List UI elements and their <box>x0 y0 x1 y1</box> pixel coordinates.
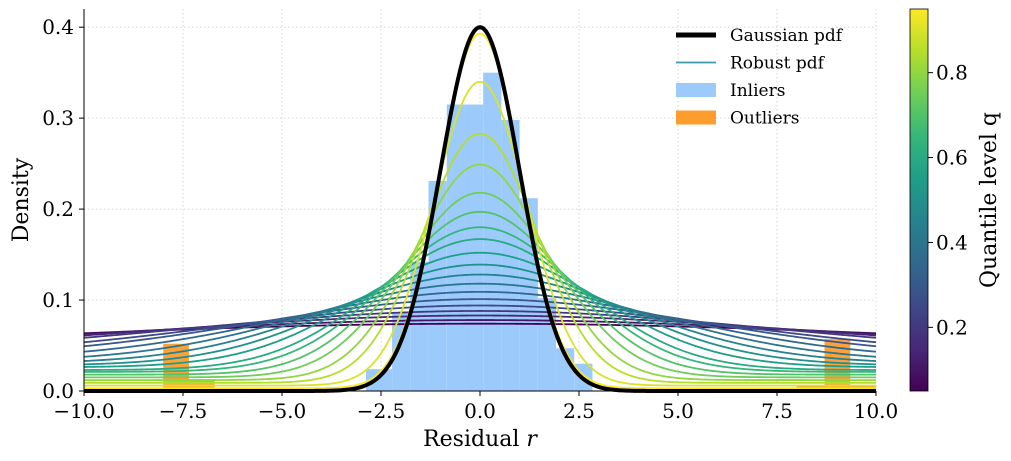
colorbar-tick-label: 0.8 <box>936 61 968 85</box>
colorbar-tick-label: 0.4 <box>936 230 968 254</box>
inlier-bar <box>446 104 465 391</box>
y-tick-label: 0.3 <box>42 106 74 130</box>
x-tick-label: 5.0 <box>662 399 694 423</box>
tick-labels: −10.0 −7.5 −5.0 −2.5 0.0 2.5 5.0 7.5 10.0 0.0 0.1 0… <box>42 15 898 423</box>
x-tick-label: 2.5 <box>563 399 595 423</box>
legend-label: Robust pdf <box>730 54 826 74</box>
robust-curve <box>84 80 876 387</box>
inlier-bar <box>483 72 502 392</box>
robust-curve <box>84 32 876 390</box>
robust-curve <box>84 191 876 379</box>
legend: Gaussian pdf Robust pdf Inliers Outliers <box>676 26 844 129</box>
y-axis-title: Density <box>9 157 34 242</box>
colorbar-tick-label: 0.6 <box>936 146 968 170</box>
robust-curve <box>83 263 877 366</box>
x-tick-label: −7.5 <box>159 399 208 423</box>
robust-curve <box>83 273 877 362</box>
robust-curve <box>83 304 877 344</box>
robust-curves <box>83 32 877 390</box>
x-axis-title-var: r <box>526 427 538 452</box>
x-axis-title: Residual r <box>423 427 538 452</box>
y-tick-label: 0.0 <box>42 379 74 403</box>
inlier-bar <box>464 104 484 391</box>
x-axis-title-text: Residual <box>423 427 526 452</box>
legend-swatch-outliers <box>676 110 716 125</box>
x-tick-label: −2.5 <box>357 399 406 423</box>
legend-label: Outliers <box>730 109 800 129</box>
robust-curve <box>84 132 876 384</box>
y-tick-label: 0.1 <box>42 288 74 312</box>
robust-curve <box>83 298 877 348</box>
y-tick-label: 0.2 <box>42 197 74 221</box>
robust-curve <box>84 163 876 381</box>
x-tick-label: 0.0 <box>464 399 496 423</box>
colorbar-gradient <box>909 8 929 392</box>
x-tick-label: 7.5 <box>761 399 793 423</box>
x-tick-label: −5.0 <box>258 399 307 423</box>
legend-label: Inliers <box>730 81 785 101</box>
robust-curve <box>84 238 876 371</box>
robust-curve <box>83 290 877 353</box>
robust-curve <box>83 251 877 368</box>
robust-curve <box>83 282 877 358</box>
robust-curve <box>84 210 876 376</box>
robust-curve <box>83 310 877 339</box>
legend-label: Gaussian pdf <box>730 26 844 46</box>
colorbar: 0.2 0.4 0.6 0.8 <box>909 8 968 392</box>
robust-curve <box>84 226 876 373</box>
x-tick-label: −10.0 <box>53 399 114 423</box>
legend-swatch-inliers <box>676 83 716 97</box>
colorbar-title: Quantile level q <box>977 112 1002 288</box>
y-tick-label: 0.4 <box>42 15 74 39</box>
inlier-bar <box>365 369 393 391</box>
colorbar-tick-label: 0.2 <box>936 315 968 339</box>
x-tick-label: 10.0 <box>854 399 899 423</box>
